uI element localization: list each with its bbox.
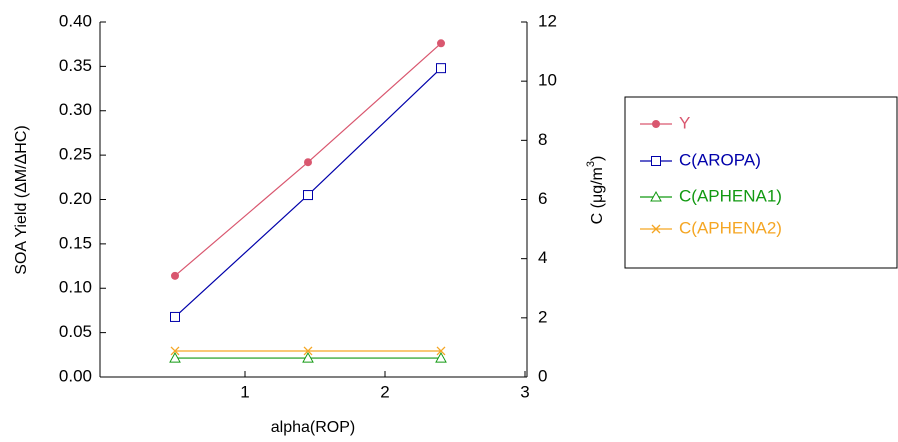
legend-label: C(APHENA2) — [679, 218, 782, 237]
marker — [170, 346, 180, 356]
marker — [651, 156, 661, 166]
marker — [302, 352, 314, 363]
marker — [436, 63, 446, 74]
marker — [170, 311, 180, 322]
legend-box — [624, 96, 898, 269]
y2-tick-label: 12 — [538, 11, 557, 30]
y-tick-label: 0.35 — [59, 56, 92, 75]
y2-tick-label: 8 — [538, 130, 547, 149]
x-axis-label: alpha(ROP) — [271, 419, 355, 436]
y-tick-label: 0.25 — [59, 145, 92, 164]
y2-axis-label: C (μg/m3) — [585, 156, 606, 225]
marker — [651, 224, 661, 234]
legend-label: Y — [679, 113, 690, 132]
marker — [304, 158, 312, 167]
legend-label: C(AROPA) — [679, 150, 761, 169]
y2-tick-label: 10 — [538, 71, 557, 90]
y-tick-label: 0.20 — [59, 189, 92, 208]
y2-label-end: ) — [589, 156, 606, 161]
y2-tick-label: 2 — [538, 307, 547, 326]
y-tick-label: 0.15 — [59, 233, 92, 252]
y2-tick-label: 0 — [538, 366, 547, 385]
marker — [435, 352, 447, 363]
marker — [171, 271, 179, 280]
marker — [437, 39, 445, 48]
x-tick-label: 1 — [240, 382, 249, 401]
y-tick-label: 0.00 — [59, 366, 92, 385]
x-tick-label: 2 — [380, 382, 389, 401]
y2-label-main: C (μg/m — [589, 167, 606, 224]
marker — [169, 352, 181, 363]
y2-tick-label: 4 — [538, 248, 547, 267]
legend-label: C(APHENA1) — [679, 186, 782, 205]
marker — [652, 120, 660, 128]
marker — [303, 346, 313, 356]
marker — [436, 346, 446, 356]
y-tick-label: 0.10 — [59, 278, 92, 297]
marker — [650, 190, 662, 202]
marker — [303, 190, 313, 201]
y2-tick-label: 6 — [538, 189, 547, 208]
y-tick-label: 0.40 — [59, 11, 92, 30]
x-tick-label: 3 — [520, 382, 529, 401]
y-axis-label: SOA Yield (ΔM/ΔHC) — [13, 125, 30, 274]
y-tick-label: 0.30 — [59, 100, 92, 119]
y2-label-sup: 3 — [585, 161, 597, 167]
y-tick-label: 0.05 — [59, 322, 92, 341]
